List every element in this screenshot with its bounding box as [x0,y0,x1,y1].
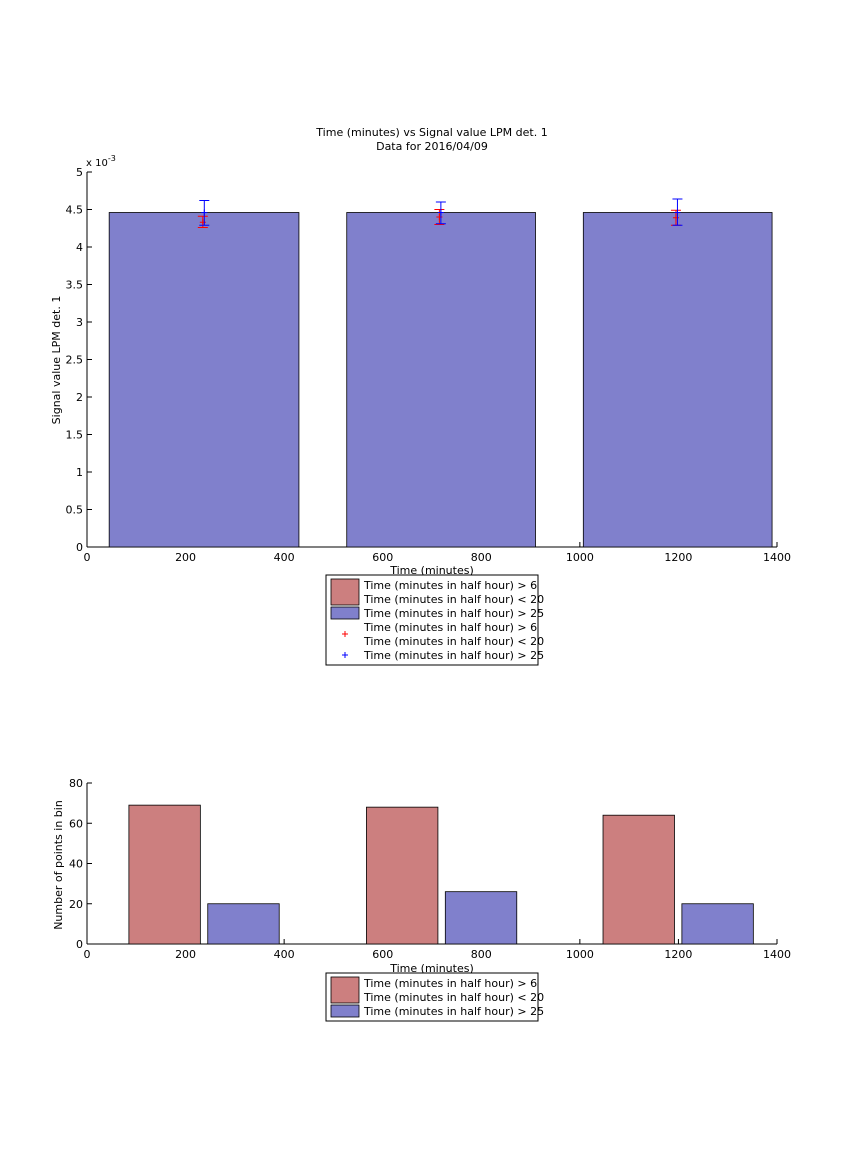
bottom-legend-label: Time (minutes in half hour) > 6 [363,977,537,990]
top-x-tick-label: 1200 [664,551,692,564]
top-legend-label: Time (minutes in half hour) > 25 [363,649,544,662]
bottom-legend-swatch [330,976,360,1004]
top-y-tick-label: 2 [76,391,83,404]
bottom-x-tick-label: 200 [175,948,196,961]
bottom-legend-swatch [330,1004,360,1018]
bottom-x-tick-label: 600 [372,948,393,961]
bottom-y-tick-label: 60 [69,817,83,830]
top-chart-xlabel: Time (minutes) [389,564,474,577]
top-y-tick-label: 5 [76,166,83,179]
bottom-y-tick-label: 0 [76,938,83,951]
top-x-tick-label: 200 [175,551,196,564]
bottom-x-tick-label: 0 [84,948,91,961]
top-legend-box [325,574,539,666]
bottom-x-tick-label: 800 [471,948,492,961]
top-chart-title: Time (minutes) vs Signal value LPM det. … [315,126,547,139]
top-bar [582,212,773,548]
bottom-y-tick-label: 40 [69,858,83,871]
bottom-chart-xlabel: Time (minutes) [389,962,474,975]
bottom-y-tick-label: 20 [69,898,83,911]
top-y-tick-label: 4 [76,241,83,254]
bottom-legend-label: Time (minutes in half hour) < 20 [363,991,544,1004]
top-x-tick-label: 800 [471,551,492,564]
bottom-chart-ylabel: Number of points in bin [52,800,65,930]
top-legend-label: Time (minutes in half hour) < 20 [363,593,544,606]
top-legend-swatch [330,606,360,620]
top-x-tick-label: 600 [372,551,393,564]
top-plot-area: 0 200 400 600 800 1000 1200 1400 0 0.5 1 1.5 2 2.5 3 3.… [66,166,792,564]
top-chart-ylabel: Signal value LPM det. 1 [50,296,63,425]
top-bar [108,212,300,548]
top-y-tick-label: 1.5 [66,429,84,442]
bottom-bar [128,804,201,945]
top-chart-subtitle: Data for 2016/04/09 [376,140,488,153]
top-chart-exponent: x 10-3 [86,154,116,169]
top-legend-label: Time (minutes in half hour) < 20 [363,635,544,648]
top-x-tick-label: 1400 [763,551,791,564]
top-bar [346,212,536,548]
bottom-bar [207,903,280,945]
top-y-tick-label: 0.5 [66,504,84,517]
bottom-x-tick-label: 1200 [664,948,692,961]
bottom-bar [681,903,754,945]
bottom-bar [602,814,675,945]
top-x-tick-label: 1000 [566,551,594,564]
top-legend-label: Time (minutes in half hour) > 6 [363,621,537,634]
top-legend-label: Time (minutes in half hour) > 6 [363,579,537,592]
bottom-legend-box [325,972,539,1022]
top-y-tick-label: 3 [76,316,83,329]
bottom-legend-label: Time (minutes in half hour) > 25 [363,1005,544,1018]
top-y-tick-label: 2.5 [66,354,84,367]
top-legend-label: Time (minutes in half hour) > 25 [363,607,544,620]
top-y-tick-label: 3.5 [66,279,84,292]
top-chart-exponent-power: -3 [108,154,116,163]
top-legend-swatch [330,578,360,606]
top-y-tick-label: 0 [76,541,83,554]
top-chart-exponent-base: x 10 [86,158,108,169]
top-x-tick-label: 0 [84,551,91,564]
bottom-y-tick-label: 80 [69,777,83,790]
bottom-bar [366,806,439,945]
bottom-bar [444,891,518,945]
top-y-tick-label: 1 [76,466,83,479]
bottom-x-tick-label: 1000 [566,948,594,961]
bottom-x-tick-label: 400 [274,948,295,961]
bottom-x-tick-label: 1400 [763,948,791,961]
top-y-tick-label: 4.5 [66,204,84,217]
bottom-plot-area: 0 200 400 600 800 1000 1200 1400 0 20 40 60 80 [69,777,791,961]
top-x-tick-label: 400 [274,551,295,564]
